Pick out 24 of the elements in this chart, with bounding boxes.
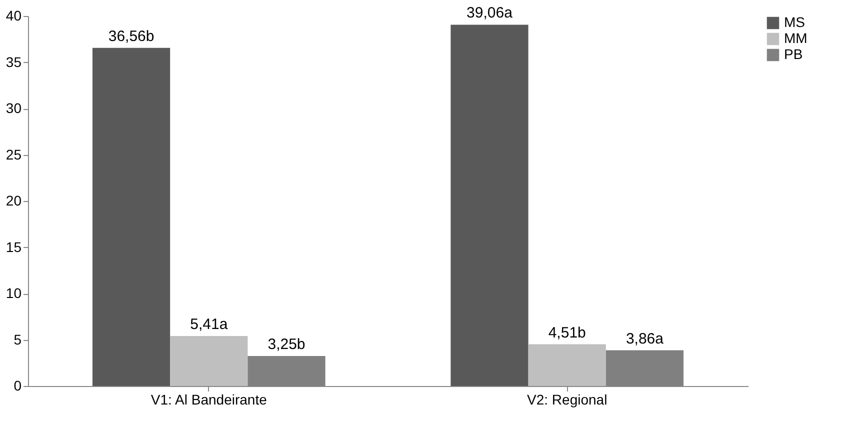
bar (450, 24, 528, 386)
y-tick-label: 25 (6, 146, 22, 162)
bar (92, 48, 170, 386)
y-tick-label: 0 (14, 378, 22, 394)
legend-label: PB (784, 46, 803, 62)
y-tick-label: 35 (6, 54, 22, 70)
bar (528, 344, 606, 386)
data-label: 5,41a (190, 316, 228, 333)
data-label: 4,51b (548, 324, 586, 342)
data-label: 3,25b (268, 336, 306, 353)
y-tick-label: 10 (6, 285, 22, 301)
data-label: 36,56b (108, 28, 154, 45)
y-tick-label: 15 (6, 238, 22, 255)
bar (170, 336, 248, 386)
data-label: 39,06a (466, 4, 514, 22)
legend-label: MS (784, 14, 805, 30)
x-tick-label: V2: Regional (527, 392, 608, 408)
y-tick-label: 30 (6, 100, 22, 116)
y-tick-label: 5 (14, 331, 22, 348)
y-tick-label: 20 (6, 192, 22, 208)
legend-label: MM (784, 30, 808, 46)
y-tick-label: 40 (6, 8, 22, 24)
data-label: 3,86a (626, 330, 664, 348)
x-tick-label: V1: Al Bandeirante (150, 392, 268, 408)
